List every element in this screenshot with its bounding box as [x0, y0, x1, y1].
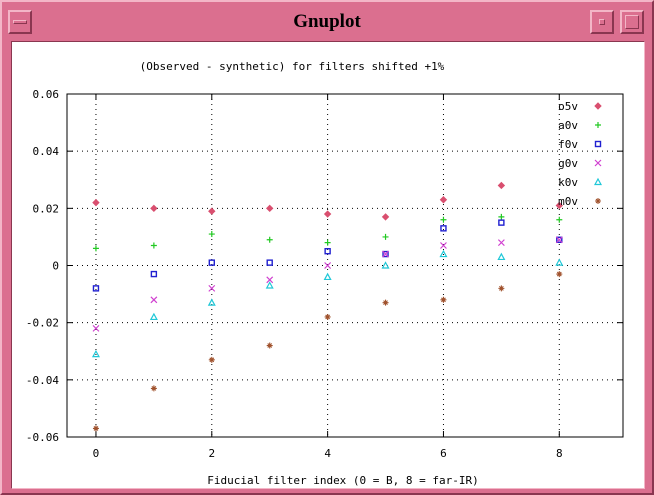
- x-tick-label: 4: [324, 447, 331, 460]
- data-point-g0v: [382, 250, 389, 258]
- data-point-k0v: [91, 349, 100, 358]
- data-point-a0v: [440, 216, 447, 223]
- legend-label-m0v: m0v: [558, 195, 578, 208]
- title-bar[interactable]: Gnuplot: [8, 6, 646, 38]
- legend-marker-g0v: [594, 159, 602, 167]
- minimize-icon: [599, 19, 605, 25]
- data-point-k0v: [439, 249, 448, 258]
- data-point-a0v: [556, 216, 563, 223]
- data-point-a0v: [498, 213, 505, 220]
- legend-label-o5v: o5v: [558, 100, 578, 113]
- legend-marker-m0v: [595, 198, 601, 204]
- data-point-a0v: [266, 236, 273, 243]
- y-tick-label: -0.06: [26, 431, 59, 444]
- data-point-g0v: [555, 236, 563, 244]
- data-point-f0v: [324, 248, 331, 255]
- data-point-a0v: [208, 231, 215, 238]
- data-point-k0v: [265, 281, 274, 289]
- data-point-g0v: [150, 296, 158, 304]
- y-tick-label: -0.04: [26, 374, 59, 387]
- data-point-g0v: [208, 284, 216, 292]
- x-tick-label: 6: [440, 447, 447, 460]
- data-point-m0v: [498, 285, 505, 292]
- y-tick-label: 0.04: [33, 145, 60, 158]
- y-tick-label: -0.02: [26, 317, 59, 330]
- data-point-o5v: [208, 207, 216, 215]
- data-point-f0v: [150, 270, 158, 278]
- data-point-k0v: [497, 252, 506, 261]
- y-tick-label: 0.02: [33, 202, 60, 215]
- data-point-k0v: [149, 312, 158, 321]
- data-point-m0v: [440, 296, 447, 303]
- data-point-o5v: [150, 204, 158, 213]
- window-title: Gnuplot: [293, 11, 361, 32]
- legend-marker-a0v: [595, 122, 601, 128]
- data-point-f0v: [440, 225, 447, 232]
- data-point-m0v: [382, 299, 389, 306]
- data-point-f0v: [266, 259, 273, 266]
- data-point-f0v: [498, 219, 505, 226]
- data-point-o5v: [555, 201, 563, 210]
- data-point-k0v: [323, 272, 332, 281]
- data-point-f0v: [208, 259, 215, 266]
- data-point-k0v: [381, 261, 390, 269]
- x-tick-label: 2: [208, 447, 215, 460]
- data-point-m0v: [324, 313, 331, 320]
- plot-frame: [66, 93, 624, 438]
- menu-bar-icon: [13, 20, 27, 24]
- maximize-icon: [625, 15, 639, 29]
- data-point-m0v: [266, 342, 273, 349]
- data-point-k0v: [207, 298, 216, 306]
- data-point-f0v: [556, 236, 563, 243]
- data-point-o5v: [323, 210, 332, 218]
- maximize-button[interactable]: [620, 10, 644, 34]
- data-point-o5v: [439, 196, 448, 204]
- window-menu-button[interactable]: [8, 10, 32, 34]
- data-point-m0v: [150, 385, 157, 392]
- data-point-a0v: [150, 242, 157, 249]
- x-tick-label: 0: [93, 447, 100, 460]
- data-point-g0v: [324, 262, 332, 269]
- data-point-o5v: [92, 198, 100, 207]
- data-point-a0v: [324, 239, 331, 246]
- legend-label-a0v: a0v: [558, 119, 578, 132]
- legend-marker-k0v: [593, 177, 603, 186]
- legend-label-g0v: g0v: [558, 157, 578, 170]
- chart-title: (Observed - synthetic) for filters shift…: [140, 60, 445, 73]
- data-point-m0v: [556, 271, 563, 278]
- data-point-g0v: [497, 239, 505, 247]
- y-tick-label: 0.06: [33, 88, 60, 101]
- y-tick-label: 0: [52, 260, 59, 273]
- data-point-g0v: [92, 324, 100, 332]
- scatter-chart: (Observed - synthetic) for filters shift…: [26, 60, 624, 487]
- legend-marker-o5v: [594, 102, 602, 110]
- data-point-o5v: [497, 181, 506, 190]
- minimize-button[interactable]: [590, 10, 614, 34]
- data-point-g0v: [440, 242, 447, 249]
- data-point-g0v: [266, 276, 274, 284]
- data-point-a0v: [382, 233, 389, 240]
- data-point-k0v: [555, 258, 564, 266]
- plot-canvas: (Observed - synthetic) for filters shift…: [11, 41, 645, 489]
- data-point-f0v: [92, 285, 100, 292]
- x-tick-label: 8: [556, 447, 563, 460]
- data-point-o5v: [381, 213, 390, 221]
- data-point-o5v: [266, 204, 274, 213]
- data-point-m0v: [208, 356, 215, 363]
- legend-label-k0v: k0v: [558, 176, 578, 189]
- x-axis-label: Fiducial filter index (0 = B, 8 = far-IR…: [207, 474, 479, 487]
- legend-marker-f0v: [594, 140, 602, 148]
- data-point-a0v: [92, 245, 99, 252]
- legend-label-f0v: f0v: [558, 138, 578, 151]
- data-point-f0v: [382, 250, 389, 258]
- data-point-m0v: [92, 425, 99, 432]
